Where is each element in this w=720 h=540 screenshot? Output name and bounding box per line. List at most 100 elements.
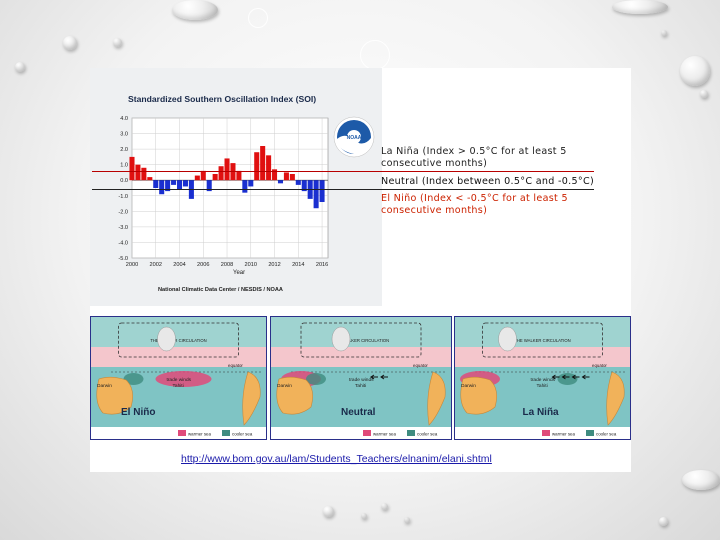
cloud-icon [498,326,517,352]
y-tick-label: 2.0 [120,147,128,153]
soi-bar-negative [301,180,307,192]
key-warm-label: warmer sea [552,432,575,437]
soi-bar-negative [242,180,248,193]
water-ring [360,40,390,70]
y-tick-label: -2.0 [118,209,128,215]
trade-wind-arrow [551,374,560,380]
noaa-logo-text: NOAA [347,135,362,141]
key-band [271,427,451,439]
soi-bar-negative [159,180,165,195]
key-cool-label: cooler sea [596,432,617,437]
soi-bar-negative [153,180,159,188]
circulation-loop [482,322,603,358]
cloud-icon [157,326,176,352]
x-tick-label: 2014 [292,262,304,268]
soi-chart-svg: Standardized Southern Oscillation Index … [118,94,329,293]
water-drop [661,30,667,36]
slide-content: Standardized Southern Oscillation Index … [90,68,631,472]
chart-title: Standardized Southern Oscillation Index … [128,94,316,104]
trade-wind-arrow [380,374,388,380]
water-drop [659,517,668,526]
darwin-label: Darwin [277,383,292,389]
equator-label: equator [228,363,243,368]
water-drop [682,470,720,490]
australia-landmass [96,376,133,415]
water-drop [323,506,334,517]
water-drop [404,517,410,523]
soi-bar-negative [165,180,171,192]
y-tick-label: 0.0 [120,178,128,184]
trade-wind-arrow [571,374,580,380]
soi-chart: Standardized Southern Oscillation Index … [90,68,382,306]
soi-bar-negative [248,180,254,187]
soi-bar-positive [194,175,200,181]
key-swatch-cool [407,430,415,436]
south-america-landmass [427,371,446,426]
walker-panel-la-nina: THE WALKER CIRCULATION equator Darwin trade… [454,316,631,440]
walker-circulation-row: THE WALKER CIRCULATION equator Darwin trade… [90,316,631,440]
warm-band [455,347,630,367]
water-drop [113,38,122,47]
key-warm-label: warmer sea [188,432,211,437]
soi-bar-negative [313,180,319,209]
x-tick-label: 2002 [150,262,162,268]
south-america-landmass [242,371,261,426]
key-swatch-cool [222,430,230,436]
y-tick-label: 1.0 [120,163,128,169]
sky-band [455,317,630,347]
soi-bar-negative [171,180,177,185]
soi-bar-negative [176,180,183,190]
key-cool-label: cooler sea [232,432,253,437]
trade-wind-arrow [370,374,378,380]
water-drop [63,36,77,50]
walker-panel-neutral: THE WALKER CIRCULATION equator Darwin trade… [270,316,452,440]
chart-credit: National Climatic Data Center / NESDIS /… [158,287,283,293]
key-swatch-warm [178,430,186,436]
equator-label: equator [413,363,428,368]
x-tick-label: 2012 [268,262,280,268]
source-link[interactable]: http://www.bom.gov.au/lam/Students_Teach… [181,453,492,465]
cloud-icon [331,326,351,352]
soi-bar-positive [141,167,147,181]
soi-bar-positive [218,166,224,181]
circulation-loop [300,322,422,358]
key-swatch-cool [586,430,594,436]
neutral-divider-line [92,189,594,190]
water-drop [612,0,668,14]
y-tick-label: -3.0 [118,225,128,231]
soi-bar-negative [277,180,284,184]
warm-band [91,347,266,367]
panel-title: El Niño [121,407,155,418]
panel-title: La Niña [523,407,560,418]
trade-winds-label: trade winds [349,377,374,383]
cool-water-pool [123,373,144,385]
water-drop [680,56,710,86]
soi-bar-positive [212,174,218,181]
key-warm-label: warmer sea [373,432,396,437]
cool-water-pool [557,373,578,385]
circulation-loop [118,322,239,358]
walker-diagram: THE WALKER CIRCULATION equator Darwin trade… [91,317,266,439]
noaa-logo: NOAA [333,116,375,158]
walker-diagram: THE WALKER CIRCULATION equator Darwin trade… [455,317,630,439]
tahiti-label: Tahiti [173,383,184,389]
water-drop [172,0,218,20]
circulation-label: THE WALKER CIRCULATION [150,338,206,343]
darwin-label: Darwin [97,383,112,389]
la-nina-threshold-line [92,171,594,172]
soi-bar-positive [260,146,266,181]
plot-area [131,117,329,259]
y-tick-label: -5.0 [118,256,128,262]
walker-panel-el-nino: THE WALKER CIRCULATION equator Darwin trade… [90,316,267,440]
y-tick-label: -4.0 [118,240,128,246]
tahiti-label: Tahiti [537,383,548,389]
key-cool-label: cooler sea [417,432,438,437]
soi-bar-negative [206,180,212,192]
legend-el-nino: El Niño (Index < -0.5°C for at least 5 c… [381,193,568,216]
soi-bar-negative [295,180,301,185]
soi-bar-positive [224,158,230,181]
soi-bar-positive [266,155,272,181]
soi-bar-negative [319,180,325,202]
panel-title: Neutral [341,407,376,418]
soi-bar-positive [283,172,289,181]
